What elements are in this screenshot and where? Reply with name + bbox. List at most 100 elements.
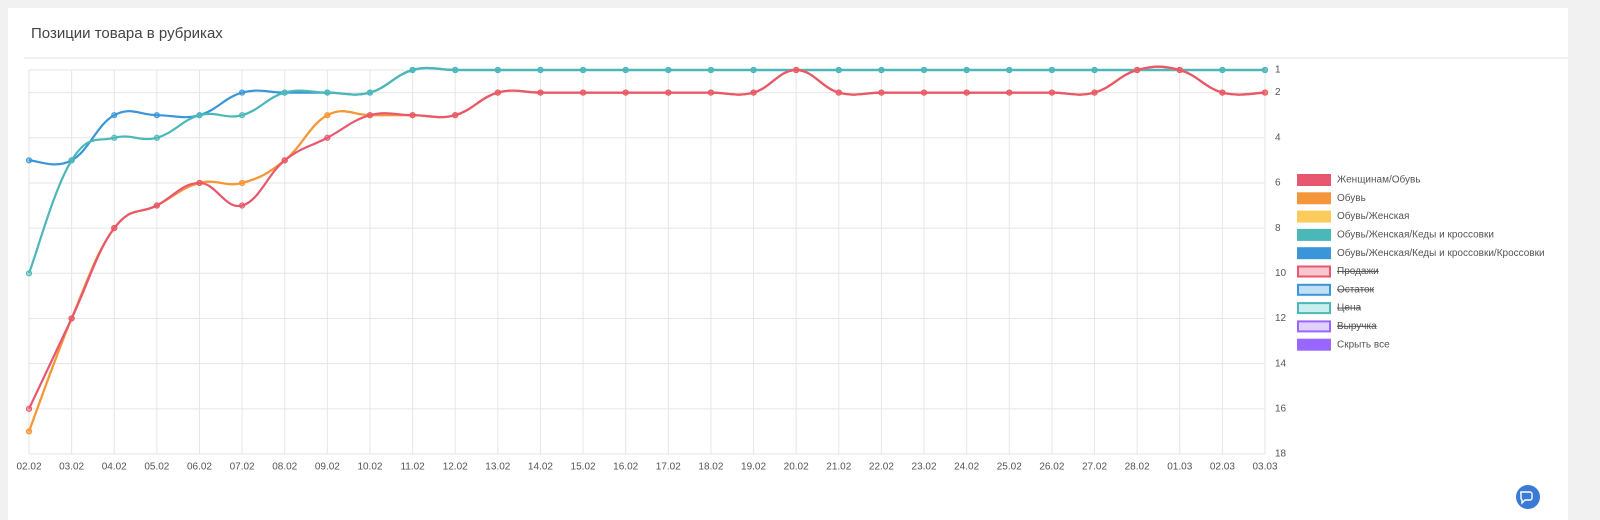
y-tick-label: 6 <box>1275 178 1281 189</box>
x-tick-label: 20.02 <box>784 462 809 473</box>
x-tick-label: 27.02 <box>1082 462 1107 473</box>
x-tick-label: 22.02 <box>869 462 894 473</box>
point <box>963 66 970 74</box>
point <box>111 225 118 232</box>
point <box>1261 89 1269 96</box>
point <box>579 89 587 96</box>
x-tick-label: 02.03 <box>1210 462 1235 473</box>
point <box>750 66 757 74</box>
point <box>68 315 75 322</box>
point <box>239 89 246 96</box>
point <box>920 66 928 74</box>
y-tick-label: 16 <box>1275 403 1287 414</box>
point <box>1006 89 1013 96</box>
point <box>1261 66 1269 74</box>
point <box>324 112 331 119</box>
x-tick-label: 09.02 <box>315 462 340 473</box>
series-group <box>25 65 1269 412</box>
point <box>25 405 33 412</box>
legend-label: Женщинам/Обувь <box>1337 174 1421 186</box>
x-tick-label: 12.02 <box>443 462 468 473</box>
legend-label: Обувь/Женская <box>1337 210 1409 222</box>
x-tick-label: 23.02 <box>912 462 937 473</box>
point <box>239 112 246 119</box>
y-tick-label: 1 <box>1275 65 1281 76</box>
legend-swatch <box>1297 338 1331 351</box>
point <box>963 89 970 96</box>
point <box>1134 66 1141 74</box>
legend-swatch <box>1297 210 1331 223</box>
legend-swatch <box>1297 174 1331 186</box>
point <box>281 89 288 96</box>
x-tick-label: 01.03 <box>1167 462 1192 473</box>
chart-title: Позиции товара в рубриках <box>31 25 223 42</box>
x-tick-label: 13.02 <box>485 462 510 473</box>
point <box>1006 66 1013 74</box>
point <box>750 89 757 96</box>
y-tick-label: 14 <box>1275 358 1287 369</box>
point <box>25 157 33 164</box>
x-tick-label: 28.02 <box>1125 462 1150 473</box>
x-tick-label: 05.02 <box>144 462 169 473</box>
y-tick-label: 8 <box>1275 223 1281 234</box>
hide-all-toggle[interactable]: Скрыть все <box>1337 339 1390 350</box>
point <box>196 179 203 187</box>
point <box>25 270 33 277</box>
legend-swatch <box>1297 228 1331 241</box>
legend-swatch <box>1297 265 1331 278</box>
x-tick-label: 03.03 <box>1252 462 1277 473</box>
point <box>409 112 416 119</box>
legend-label-hidden: Выручка <box>1337 321 1377 332</box>
point <box>324 89 331 96</box>
point <box>793 66 800 74</box>
point <box>622 66 629 74</box>
point <box>196 112 203 119</box>
x-tick-label: 04.02 <box>102 462 127 473</box>
legend-label: Обувь <box>1337 192 1366 204</box>
point <box>835 66 842 74</box>
point <box>1091 66 1098 74</box>
x-tick-label: 06.02 <box>187 462 212 473</box>
point <box>537 89 544 96</box>
x-tick-label: 17.02 <box>656 462 681 473</box>
y-tick-label: 4 <box>1275 132 1281 143</box>
x-tick-label: 10.02 <box>357 462 382 473</box>
point <box>665 89 672 96</box>
point <box>665 66 672 74</box>
x-tick-label: 03.02 <box>59 462 84 473</box>
card <box>8 8 1568 520</box>
point <box>153 134 160 141</box>
point <box>111 134 118 141</box>
x-tick-label: 26.02 <box>1039 462 1064 473</box>
point <box>153 112 160 119</box>
legend-label-hidden: Продажи <box>1337 266 1379 277</box>
chat-button[interactable] <box>1516 485 1540 509</box>
point <box>835 89 842 96</box>
point <box>1176 66 1183 74</box>
legend-swatch <box>1297 320 1331 333</box>
legend-swatch <box>1297 247 1331 260</box>
legend-label-hidden: Остаток <box>1337 284 1375 295</box>
x-tick-label: 11.02 <box>400 462 425 473</box>
point <box>537 66 544 74</box>
point <box>1048 89 1055 96</box>
point <box>409 66 416 74</box>
x-tick-label: 19.02 <box>741 462 766 473</box>
point <box>68 157 75 164</box>
series-group <box>25 66 1269 277</box>
point <box>153 202 160 209</box>
x-tick-label: 18.02 <box>698 462 723 473</box>
y-tick-label: 2 <box>1275 87 1281 98</box>
point <box>707 89 715 96</box>
legend-label: Обувь/Женская/Кеды и кроссовки <box>1337 229 1494 241</box>
legend-swatch <box>1297 192 1331 205</box>
x-tick-label: 25.02 <box>997 462 1022 473</box>
point <box>494 66 501 74</box>
point <box>366 89 374 96</box>
x-tick-label: 15.02 <box>571 462 596 473</box>
point <box>1219 89 1226 96</box>
point <box>1091 89 1098 96</box>
x-tick-label: 02.02 <box>16 462 41 473</box>
